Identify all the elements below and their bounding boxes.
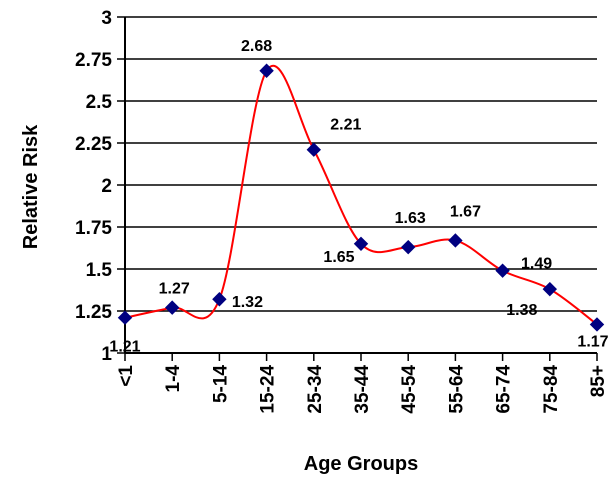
grid-layer [125, 16, 597, 312]
data-label-2: 1.32 [232, 294, 263, 311]
data-point-5 [353, 236, 369, 252]
x-tick-label-5: 35-44 [352, 365, 373, 414]
x-axis-title: Age Groups [304, 453, 418, 475]
data-point-10 [589, 317, 605, 332]
data-label-9: 1.38 [506, 302, 537, 319]
series-layer [117, 63, 605, 332]
x-tick-label-9: 75-84 [541, 365, 562, 414]
label-layer: 1 1.25 1.5 1.75 2 2.25 2.5 2.75 3 <1 1-4 5-14 15-24 2… [75, 8, 609, 414]
data-point-2 [212, 292, 227, 307]
x-tick-label-0: <1 [116, 365, 137, 387]
data-point-9 [542, 281, 558, 297]
x-tick-label-1: 1-4 [163, 365, 184, 393]
data-point-8 [495, 263, 510, 278]
y-tick-label-0: 1 [101, 344, 112, 365]
x-tick-label-2: 5-14 [210, 365, 231, 403]
data-label-0: 1.21 [109, 339, 140, 356]
series-line [124, 64, 598, 326]
y-tick-label-3: 1.75 [75, 218, 112, 239]
y-axis-title: Relative Risk [20, 124, 42, 249]
data-label-3: 2.68 [241, 38, 272, 55]
data-label-10: 1.17 [577, 333, 608, 350]
y-tick-label-1: 1.25 [75, 302, 112, 323]
data-label-8: 1.49 [521, 256, 552, 273]
x-tick-label-3: 15-24 [258, 365, 279, 414]
data-label-7: 1.67 [450, 203, 481, 220]
y-tick-label-6: 2.5 [86, 92, 113, 113]
data-point-6 [400, 239, 416, 255]
x-tick-label-8: 65-74 [494, 365, 515, 414]
data-label-5: 1.65 [323, 249, 354, 266]
x-tick-label-7: 55-64 [446, 365, 467, 414]
y-tick-label-5: 2.25 [75, 134, 112, 155]
data-point-4 [306, 142, 322, 157]
data-point-0 [117, 310, 133, 325]
x-tick-label-4: 25-34 [305, 365, 326, 414]
data-label-4: 2.21 [330, 117, 361, 134]
y-tick-label-8: 3 [101, 8, 112, 29]
data-point-3 [259, 63, 274, 78]
x-tick-label-10: 85+ [588, 365, 609, 397]
data-point-7 [448, 233, 463, 248]
data-label-6: 1.63 [395, 210, 426, 227]
data-point-1 [164, 300, 180, 315]
y-tick-label-4: 2 [101, 176, 112, 197]
x-tick-label-6: 45-54 [399, 365, 420, 414]
data-label-1: 1.27 [159, 281, 190, 298]
y-tick-label-2: 1.5 [86, 260, 113, 281]
axis-layer [117, 16, 598, 361]
y-tick-label-7: 2.75 [75, 50, 112, 71]
